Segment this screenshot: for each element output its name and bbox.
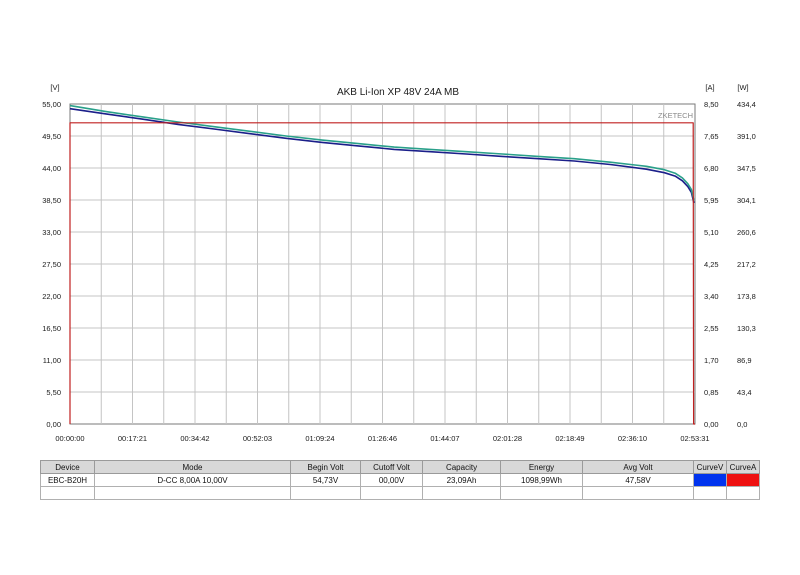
curve-a-swatch-cell[interactable] [726,473,760,487]
chart-title: AKB Li-Ion XP 48V 24A MB [337,87,459,98]
y-tick-label-power: 217,2 [737,260,756,269]
y-tick-label-current: 0,00 [704,420,719,429]
x-tick-label: 02:01:28 [493,434,522,443]
empty-cell [40,486,95,500]
y-tick-label-voltage: 11,00 [43,356,61,365]
empty-cell [726,486,760,500]
y-tick-label-power: 304,1 [737,196,756,205]
y-tick-label-voltage: 33,00 [42,228,61,237]
y-tick-label-current: 7,65 [704,132,719,141]
x-tick-label: 01:44:07 [430,434,459,443]
y-tick-label-voltage: 27,50 [42,260,61,269]
curve-v-swatch-cell[interactable] [693,473,727,487]
y-tick-label-current: 8,50 [704,100,719,109]
x-tick-label: 02:53:31 [680,434,709,443]
series-layer [69,104,695,425]
x-tick-label: 01:09:24 [305,434,334,443]
cell-avg-volt: 47,58V [582,473,694,487]
cell-begin-volt: 54,73V [290,473,361,487]
watermark: ZKETECH [658,111,693,120]
tick-labels: 00:00:00 00:17:21 00:34:42 00:52:03 01:09:24… [42,100,756,443]
empty-cell [500,486,583,500]
y-tick-label-power: 173,8 [737,292,756,301]
cell-cutoff-volt: 00,00V [360,473,423,487]
y-tick-label-voltage: 44,00 [42,164,61,173]
x-tick-label: 00:34:42 [180,434,209,443]
summary-header-row: Device Mode Begin Volt Cutoff Volt Capac… [40,460,760,474]
empty-cell [422,486,501,500]
y-tick-label-power: 43,4 [737,388,752,397]
cell-energy: 1098,99Wh [500,473,583,487]
header-curve-a: CurveA [726,460,760,474]
y-tick-label-power: 86,9 [737,356,752,365]
header-avg-volt: Avg Volt [582,460,694,474]
header-begin-volt: Begin Volt [290,460,361,474]
y-tick-label-power: 434,4 [737,100,756,109]
y-tick-label-power: 0,0 [737,420,747,429]
current-axis-unit: [A] [705,83,714,92]
empty-cell [693,486,727,500]
summary-table: Device Mode Begin Volt Cutoff Volt Capac… [40,460,760,500]
y-tick-label-voltage: 22,00 [42,292,61,301]
left-axis-unit: [V] [50,83,59,92]
x-tick-label: 01:26:46 [368,434,397,443]
x-tick-label: 02:18:49 [555,434,584,443]
y-tick-label-power: 260,6 [737,228,756,237]
y-tick-label-current: 4,25 [704,260,719,269]
header-cutoff-volt: Cutoff Volt [360,460,423,474]
power-axis-unit: [W] [737,83,748,92]
y-tick-label-current: 0,85 [704,388,719,397]
y-tick-label-voltage: 55,00 [42,100,61,109]
y-tick-label-voltage: 16,50 [42,324,61,333]
y-tick-label-current: 1,70 [704,356,719,365]
empty-cell [360,486,423,500]
cell-device: EBC-B20H [40,473,95,487]
empty-cell [94,486,291,500]
y-tick-label-current: 6,80 [704,164,719,173]
empty-cell [582,486,694,500]
header-energy: Energy [500,460,583,474]
curve-v-color-swatch[interactable] [694,474,726,486]
empty-row [40,486,760,500]
x-tick-label: 00:17:21 [118,434,147,443]
table-row: EBC-B20H D-CC 8,00A 10,00V 54,73V 00,00V… [40,473,760,487]
y-tick-label-current: 5,95 [704,196,719,205]
y-tick-label-voltage: 0,00 [46,420,61,429]
y-tick-label-voltage: 5,50 [46,388,61,397]
y-tick-label-current: 2,55 [704,324,719,333]
y-tick-label-power: 347,5 [737,164,756,173]
series-line-curvev [69,107,695,204]
y-tick-label-voltage: 38,50 [42,196,61,205]
x-tick-label: 00:00:00 [55,434,84,443]
y-tick-label-power: 391,0 [737,132,756,141]
header-device: Device [40,460,95,474]
empty-cell [290,486,361,500]
y-tick-label-current: 3,40 [704,292,719,301]
x-tick-label: 02:36:10 [618,434,647,443]
y-tick-label-current: 5,10 [704,228,719,237]
cell-mode: D-CC 8,00A 10,00V [94,473,291,487]
y-tick-label-power: 130,3 [737,324,756,333]
series-line-curvea [69,122,695,425]
y-tick-label-voltage: 49,50 [42,132,61,141]
cell-capacity: 23,09Ah [422,473,501,487]
header-curve-v: CurveV [693,460,727,474]
header-mode: Mode [94,460,291,474]
grid-layer [69,103,696,425]
curve-a-color-swatch[interactable] [727,474,759,486]
header-capacity: Capacity [422,460,501,474]
x-tick-label: 00:52:03 [243,434,272,443]
series-line-curvev-trace [69,104,695,201]
